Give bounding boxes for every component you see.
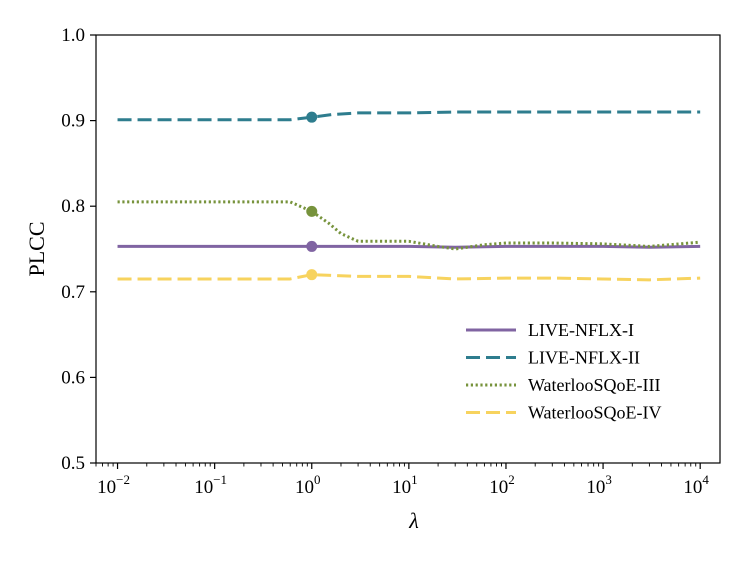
series-line-2: [117, 110, 701, 122]
series-line-3: [117, 200, 701, 251]
series-marker-1: [306, 240, 318, 252]
x-axis-title: λ: [408, 508, 419, 533]
y-tick-label: 0.7: [61, 282, 85, 303]
series-line-1: [117, 244, 701, 249]
y-tick-label: 1.0: [61, 25, 85, 46]
series-line-4: [117, 273, 701, 282]
legend-label-4: WaterlooSQoE-IV: [528, 403, 662, 423]
x-tick-label: 104: [683, 472, 709, 498]
plot-frame: [95, 34, 721, 464]
legend-label-2: LIVE-NFLX-II: [528, 348, 640, 368]
x-tick-label: 100: [295, 472, 321, 498]
x-tick-label: 10−2: [97, 472, 130, 498]
y-tick-label: 0.8: [61, 196, 85, 217]
series-marker-3: [306, 205, 318, 217]
y-axis-title: PLCC: [24, 221, 49, 276]
axes: 0.5 0.6 0.7 0.8 0.9 1.0 10−2 10−1 100 101 102 103 10…: [24, 25, 721, 533]
x-tick-label: 102: [489, 472, 515, 498]
x-tick-label: 103: [586, 472, 612, 498]
y-tick-label: 0.5: [61, 453, 85, 474]
y-tick-label: 0.6: [61, 367, 85, 388]
y-tick-label: 0.9: [61, 111, 85, 132]
series-marker-2: [306, 111, 318, 123]
series-marker-4: [306, 269, 318, 281]
x-tick-label: 10−1: [194, 472, 227, 498]
x-tick-label: 101: [392, 472, 418, 498]
legend: LIVE-NFLX-I LIVE-NFLX-II WaterlooSQoE-III W…: [466, 320, 662, 423]
legend-label-3: WaterlooSQoE-III: [528, 375, 661, 395]
plot-area: [117, 110, 701, 282]
legend-label-1: LIVE-NFLX-I: [528, 320, 634, 340]
